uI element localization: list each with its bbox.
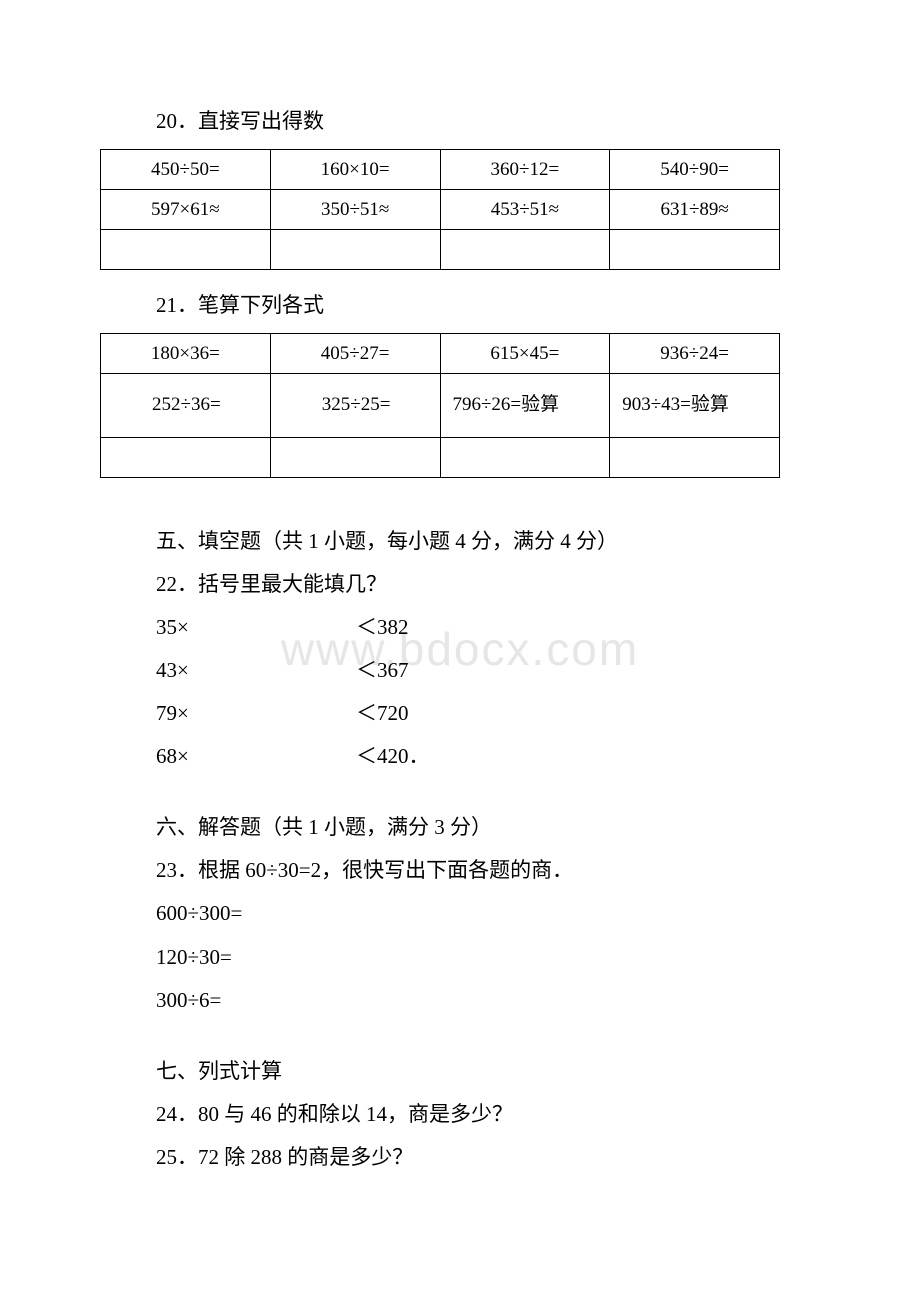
q24-text: 24．80 与 46 的和除以 14，商是多少？	[156, 1093, 820, 1136]
q21-title: 21．笔算下列各式	[156, 284, 820, 327]
fill-left: 35×	[156, 606, 356, 649]
table-cell: 160×10=	[270, 150, 440, 190]
q20-title: 20．直接写出得数	[156, 100, 820, 143]
table-row: 450÷50= 160×10= 360÷12= 540÷90=	[101, 150, 780, 190]
table-cell: 360÷12=	[440, 150, 610, 190]
table-row: 180×36= 405÷27= 615×45= 936÷24=	[101, 334, 780, 374]
table-cell	[440, 230, 610, 270]
q23-title: 23．根据 60÷30=2，很快写出下面各题的商．	[156, 849, 820, 892]
section5-heading: 五、填空题（共 1 小题，每小题 4 分，满分 4 分）	[156, 520, 820, 563]
table-cell: 180×36=	[101, 334, 271, 374]
table-row	[101, 438, 780, 478]
table-cell	[101, 230, 271, 270]
fill-right: ＜420．	[356, 735, 430, 778]
q23-item: 600÷300=	[156, 892, 820, 935]
table-cell: 631÷89≈	[610, 190, 780, 230]
q20-table: 450÷50= 160×10= 360÷12= 540÷90= 597×61≈ …	[100, 149, 780, 270]
table-row	[101, 230, 780, 270]
table-cell: 796÷26=验算	[440, 374, 610, 438]
fill-right: ＜367	[356, 649, 409, 692]
fill-right: ＜720	[356, 692, 409, 735]
fill-row: 79× ＜720	[156, 692, 820, 735]
table-cell	[610, 230, 780, 270]
fill-left: 79×	[156, 692, 356, 735]
fill-left: 43×	[156, 649, 356, 692]
document-page: 20．直接写出得数 450÷50= 160×10= 360÷12= 540÷90…	[0, 0, 920, 1239]
q25-text: 25．72 除 288 的商是多少？	[156, 1136, 820, 1179]
table-cell: 450÷50=	[101, 150, 271, 190]
table-cell: 453÷51≈	[440, 190, 610, 230]
fill-row: 43× ＜367	[156, 649, 820, 692]
table-cell: 325÷25=	[270, 374, 440, 438]
fill-row: 35× ＜382	[156, 606, 820, 649]
table-cell: 903÷43=验算	[610, 374, 780, 438]
table-cell	[270, 438, 440, 478]
table-row: 597×61≈ 350÷51≈ 453÷51≈ 631÷89≈	[101, 190, 780, 230]
table-cell: 540÷90=	[610, 150, 780, 190]
fill-left: 68×	[156, 735, 356, 778]
q21-table: 180×36= 405÷27= 615×45= 936÷24= 252÷36= …	[100, 333, 780, 478]
table-cell: 405÷27=	[270, 334, 440, 374]
table-cell	[610, 438, 780, 478]
q23-item: 300÷6=	[156, 979, 820, 1022]
fill-right: ＜382	[356, 606, 409, 649]
table-row: 252÷36= 325÷25= 796÷26=验算 903÷43=验算	[101, 374, 780, 438]
section6-heading: 六、解答题（共 1 小题，满分 3 分）	[156, 806, 820, 849]
fill-row: 68× ＜420．	[156, 735, 820, 778]
table-cell	[101, 438, 271, 478]
table-cell: 936÷24=	[610, 334, 780, 374]
table-cell: 252÷36=	[101, 374, 271, 438]
q23-item: 120÷30=	[156, 936, 820, 979]
section7-heading: 七、列式计算	[156, 1050, 820, 1093]
table-cell: 350÷51≈	[270, 190, 440, 230]
table-cell	[440, 438, 610, 478]
table-cell	[270, 230, 440, 270]
table-cell: 615×45=	[440, 334, 610, 374]
q22-title: 22．括号里最大能填几？	[156, 563, 820, 606]
table-cell: 597×61≈	[101, 190, 271, 230]
